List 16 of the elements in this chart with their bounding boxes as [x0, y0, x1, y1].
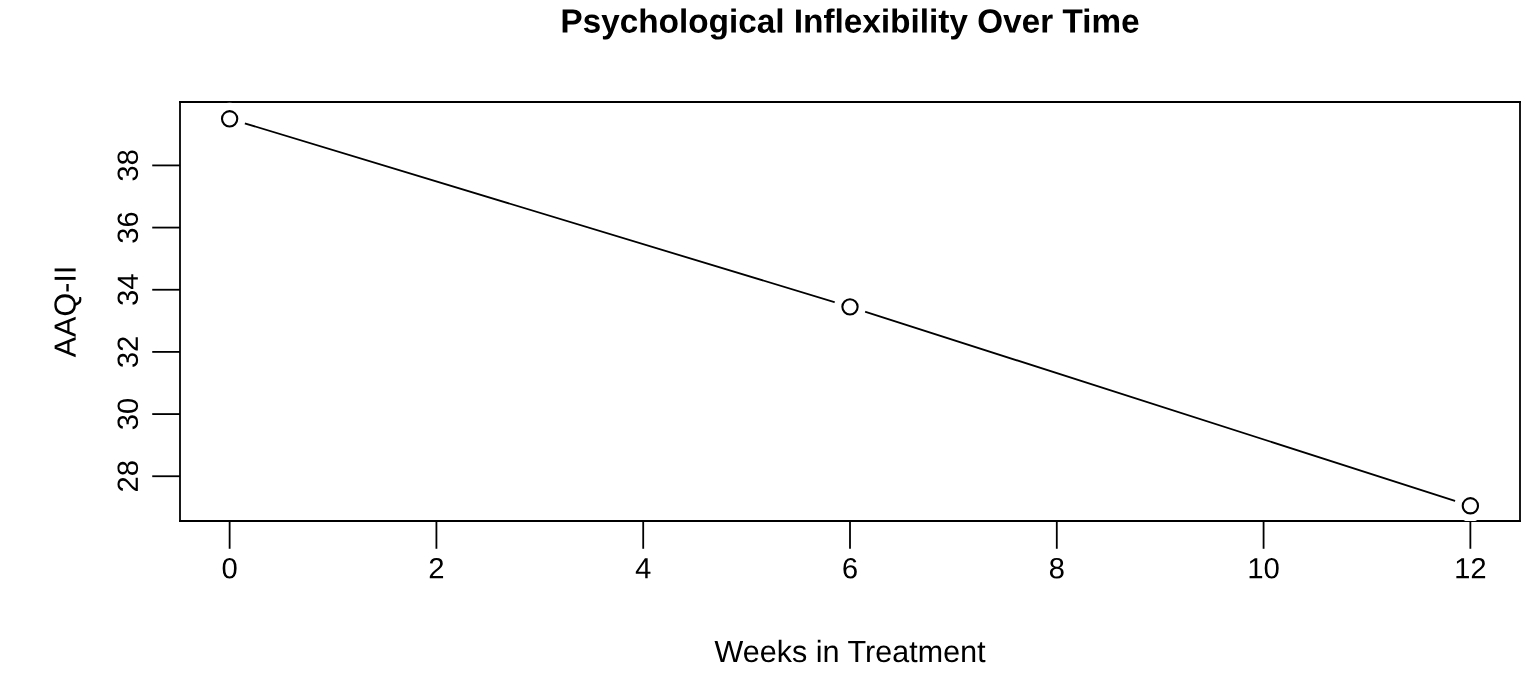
x-tick-label: 12: [1456, 557, 1486, 579]
y-tick-label: 30: [117, 398, 139, 430]
x-tick-label: 4: [635, 558, 651, 579]
x-tick-label: 0: [222, 557, 237, 579]
x-axis-title: Weeks in Treatment: [714, 639, 986, 663]
x-tick-label: 2: [429, 557, 444, 579]
y-tick-label: 38: [117, 150, 139, 181]
x-tick-label: 6: [843, 557, 857, 579]
chart-title: Psychological Inflexibility Over Time: [562, 8, 1139, 40]
y-tick-label: 28: [117, 461, 139, 491]
x-tick-label: 10: [1249, 557, 1279, 579]
y-tick-label: 32: [117, 337, 139, 368]
y-axis-title: AAQ-II: [54, 268, 82, 358]
y-tick-label: 34: [117, 274, 139, 305]
x-tick-label: 8: [1049, 557, 1064, 579]
y-tick-label: 36: [117, 212, 139, 243]
